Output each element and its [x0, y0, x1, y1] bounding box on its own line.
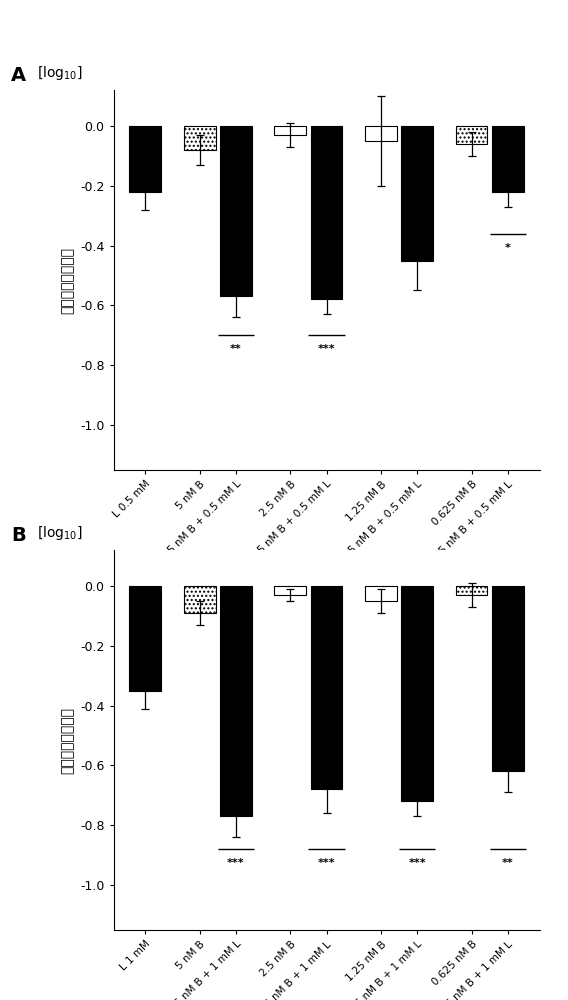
Text: ***: ***	[227, 858, 245, 868]
Bar	[311, 126, 343, 299]
Y-axis label: 相对细胞因子水平: 相对细胞因子水平	[61, 706, 74, 774]
Text: A: A	[11, 66, 27, 85]
Text: ***: ***	[318, 858, 336, 868]
Y-axis label: 相对细胞因子水平: 相对细胞因子水平	[61, 246, 74, 314]
Bar	[130, 126, 161, 192]
Text: ***: ***	[318, 344, 336, 354]
Text: [log$_{10}$]: [log$_{10}$]	[37, 64, 83, 82]
Text: *: *	[505, 243, 511, 253]
Bar	[365, 586, 397, 601]
Text: ***: ***	[408, 858, 426, 868]
Text: [log$_{10}$]: [log$_{10}$]	[37, 524, 83, 542]
Bar	[220, 586, 252, 816]
Text: **: **	[502, 858, 513, 868]
Bar	[402, 586, 433, 801]
Bar	[311, 586, 343, 789]
Bar	[274, 126, 306, 135]
Bar	[456, 126, 487, 144]
Bar	[365, 126, 397, 141]
Bar	[220, 126, 252, 296]
Bar	[492, 126, 524, 192]
Bar	[492, 586, 524, 771]
Bar	[456, 586, 487, 595]
Text: **: **	[230, 344, 242, 354]
Bar	[274, 586, 306, 595]
Bar	[184, 586, 216, 613]
Bar	[402, 126, 433, 261]
Bar	[130, 586, 161, 691]
Bar	[184, 126, 216, 150]
Text: B: B	[11, 526, 26, 545]
